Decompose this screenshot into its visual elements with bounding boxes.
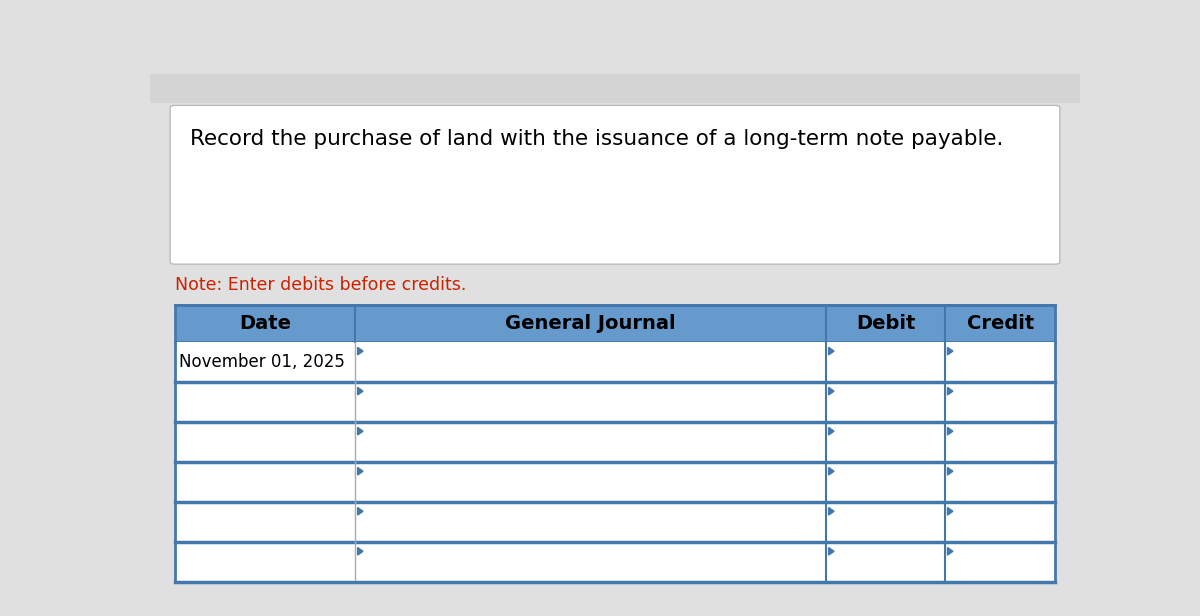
Text: General Journal: General Journal — [505, 314, 676, 333]
Text: November 01, 2025: November 01, 2025 — [180, 353, 346, 371]
Bar — [175, 342, 1055, 382]
Polygon shape — [358, 468, 364, 475]
Bar — [175, 305, 1055, 342]
Bar — [175, 382, 1055, 422]
Text: Credit: Credit — [966, 314, 1034, 333]
Polygon shape — [948, 508, 953, 515]
Polygon shape — [358, 548, 364, 555]
Polygon shape — [358, 508, 364, 515]
Polygon shape — [948, 347, 953, 355]
Bar — [175, 305, 1055, 342]
Bar — [175, 542, 1055, 582]
Polygon shape — [948, 428, 953, 435]
Polygon shape — [829, 548, 834, 555]
Polygon shape — [358, 347, 364, 355]
Polygon shape — [358, 428, 364, 435]
Polygon shape — [948, 387, 953, 395]
Polygon shape — [829, 508, 834, 515]
Polygon shape — [829, 347, 834, 355]
Text: Note: Enter debits before credits.: Note: Enter debits before credits. — [175, 275, 466, 294]
Polygon shape — [358, 387, 364, 395]
Polygon shape — [829, 468, 834, 475]
Bar — [150, 74, 1080, 103]
Bar — [175, 422, 1055, 462]
Text: Debit: Debit — [856, 314, 916, 333]
FancyBboxPatch shape — [170, 105, 1060, 264]
Bar — [175, 502, 1055, 542]
Polygon shape — [829, 387, 834, 395]
Polygon shape — [829, 428, 834, 435]
Bar — [175, 462, 1055, 502]
Text: Record the purchase of land with the issuance of a long-term note payable.: Record the purchase of land with the iss… — [191, 129, 1003, 149]
Polygon shape — [948, 468, 953, 475]
Text: Date: Date — [239, 314, 292, 333]
Polygon shape — [948, 548, 953, 555]
